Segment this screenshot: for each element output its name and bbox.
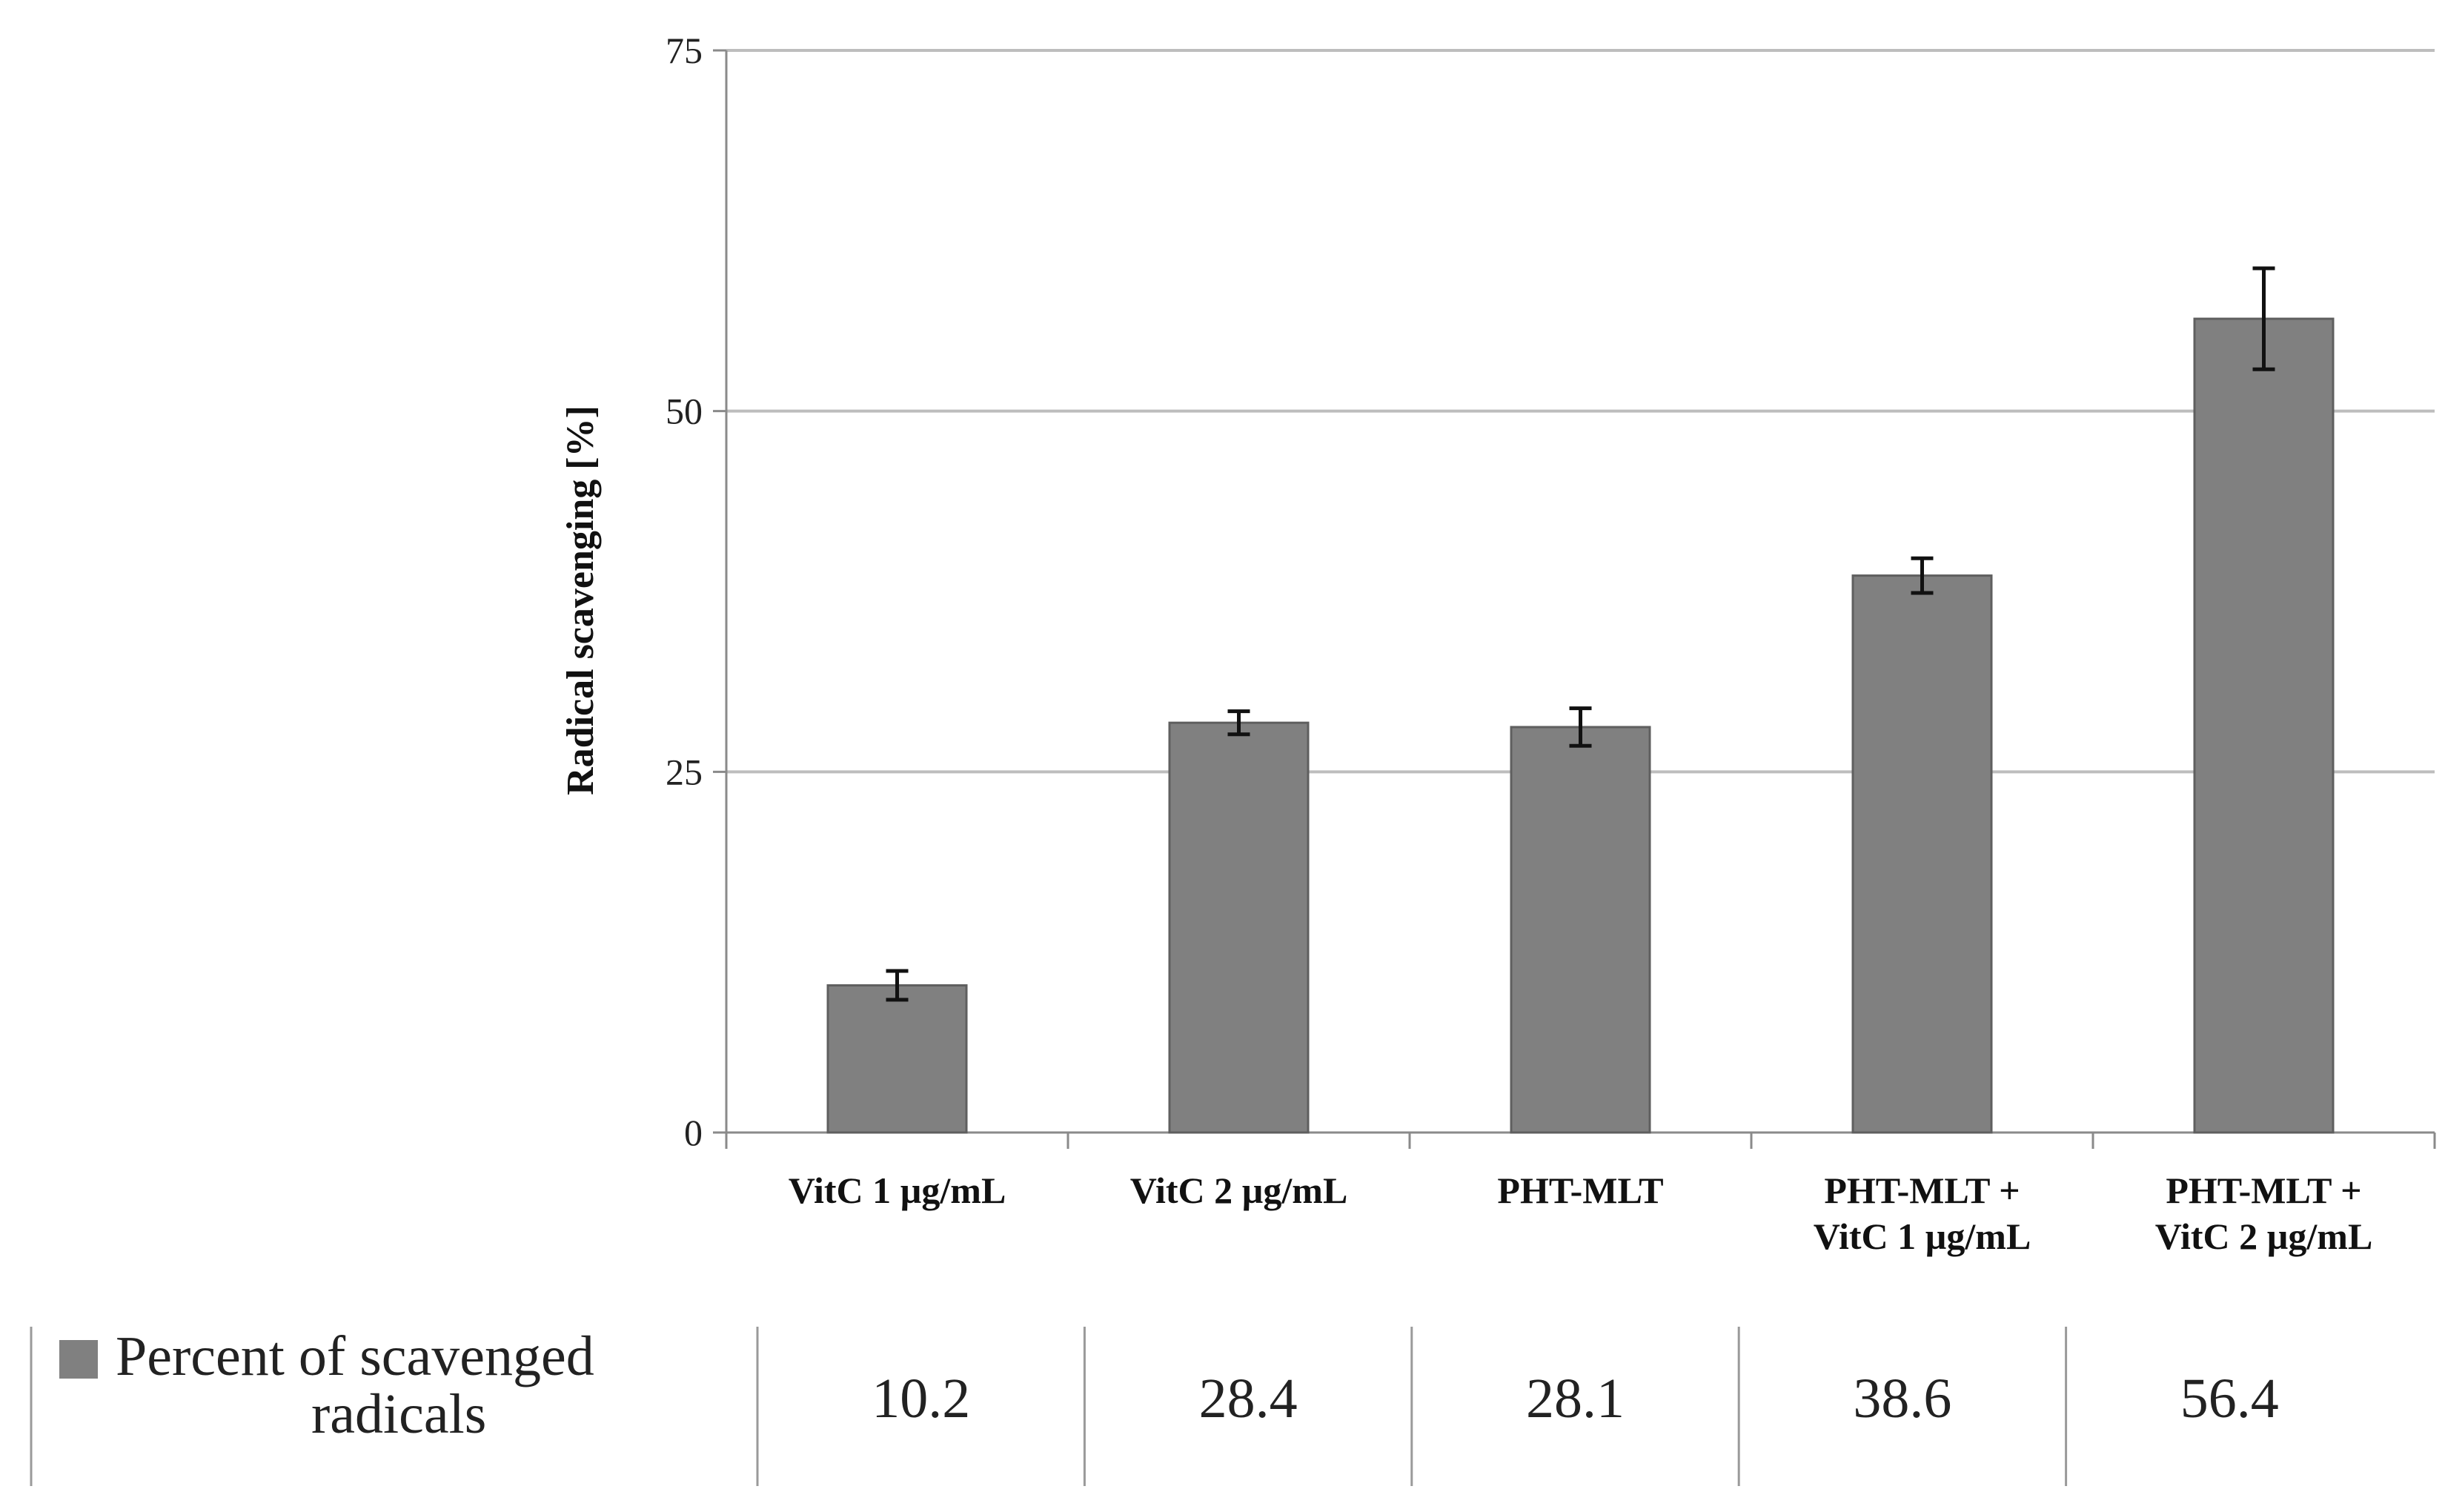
error-bar-4 <box>1911 556 1934 595</box>
error-bar-5 <box>2252 266 2275 371</box>
bar-3 <box>1510 726 1651 1134</box>
bar-4 <box>1851 574 1993 1134</box>
y-tick-labels: 0 25 50 75 <box>666 30 703 1153</box>
legend-label: Percent of scavenged radicals <box>116 1325 594 1445</box>
bar-2 <box>1168 721 1310 1134</box>
bar-1 <box>826 984 968 1134</box>
table-value: 56.4 <box>2180 1367 2279 1430</box>
x-category-label-line: PHT-MLT <box>1497 1170 1663 1211</box>
error-bar-3 <box>1569 706 1592 748</box>
y-tick-label: 50 <box>666 391 703 432</box>
bar-5 <box>2193 317 2335 1134</box>
gridlines <box>726 49 2435 774</box>
y-tick-label: 75 <box>666 30 703 71</box>
x-category-label: PHT-MLT <box>1497 1170 1663 1211</box>
x-category-label-line: VitC 1 µg/mL <box>1814 1216 2031 1257</box>
error-bar-1 <box>886 969 909 1002</box>
x-category-label-line: PHT-MLT + <box>1824 1170 2020 1211</box>
y-axis-title: Radical scavenging [%] <box>560 405 602 795</box>
table-value: 28.1 <box>1526 1367 1625 1430</box>
y-tick-label: 0 <box>684 1112 703 1153</box>
x-category-label: PHT-MLT + VitC 1 µg/mL <box>1814 1170 2031 1257</box>
x-category-labels: VitC 1 µg/mL VitC 2 µg/mL PHT-MLT PHT-MLT +… <box>789 1170 2373 1257</box>
table-value: 10.2 <box>872 1367 970 1430</box>
x-category-label: VitC 1 µg/mL <box>789 1170 1006 1211</box>
y-tick-label: 25 <box>666 751 703 792</box>
x-category-label-line: VitC 1 µg/mL <box>789 1170 1006 1211</box>
bars <box>826 317 2335 1134</box>
legend-label-line: radicals <box>311 1383 486 1445</box>
error-bars <box>886 266 2275 1002</box>
table-value: 28.4 <box>1199 1367 1298 1430</box>
error-bar-2 <box>1227 709 1250 737</box>
data-table: Percent of scavenged radicals 10.2 28.4 28.1… <box>30 1325 2279 1486</box>
x-category-label: PHT-MLT + VitC 2 µg/mL <box>2155 1170 2373 1257</box>
x-category-label-line: VitC 2 µg/mL <box>2155 1216 2373 1257</box>
table-value: 38.6 <box>1853 1367 1951 1430</box>
legend-label-line: Percent of scavenged <box>116 1325 594 1387</box>
x-category-label: VitC 2 µg/mL <box>1130 1170 1348 1211</box>
x-category-label-line: VitC 2 µg/mL <box>1130 1170 1348 1211</box>
legend-swatch <box>59 1340 98 1379</box>
x-category-label-line: PHT-MLT + <box>2166 1170 2361 1211</box>
